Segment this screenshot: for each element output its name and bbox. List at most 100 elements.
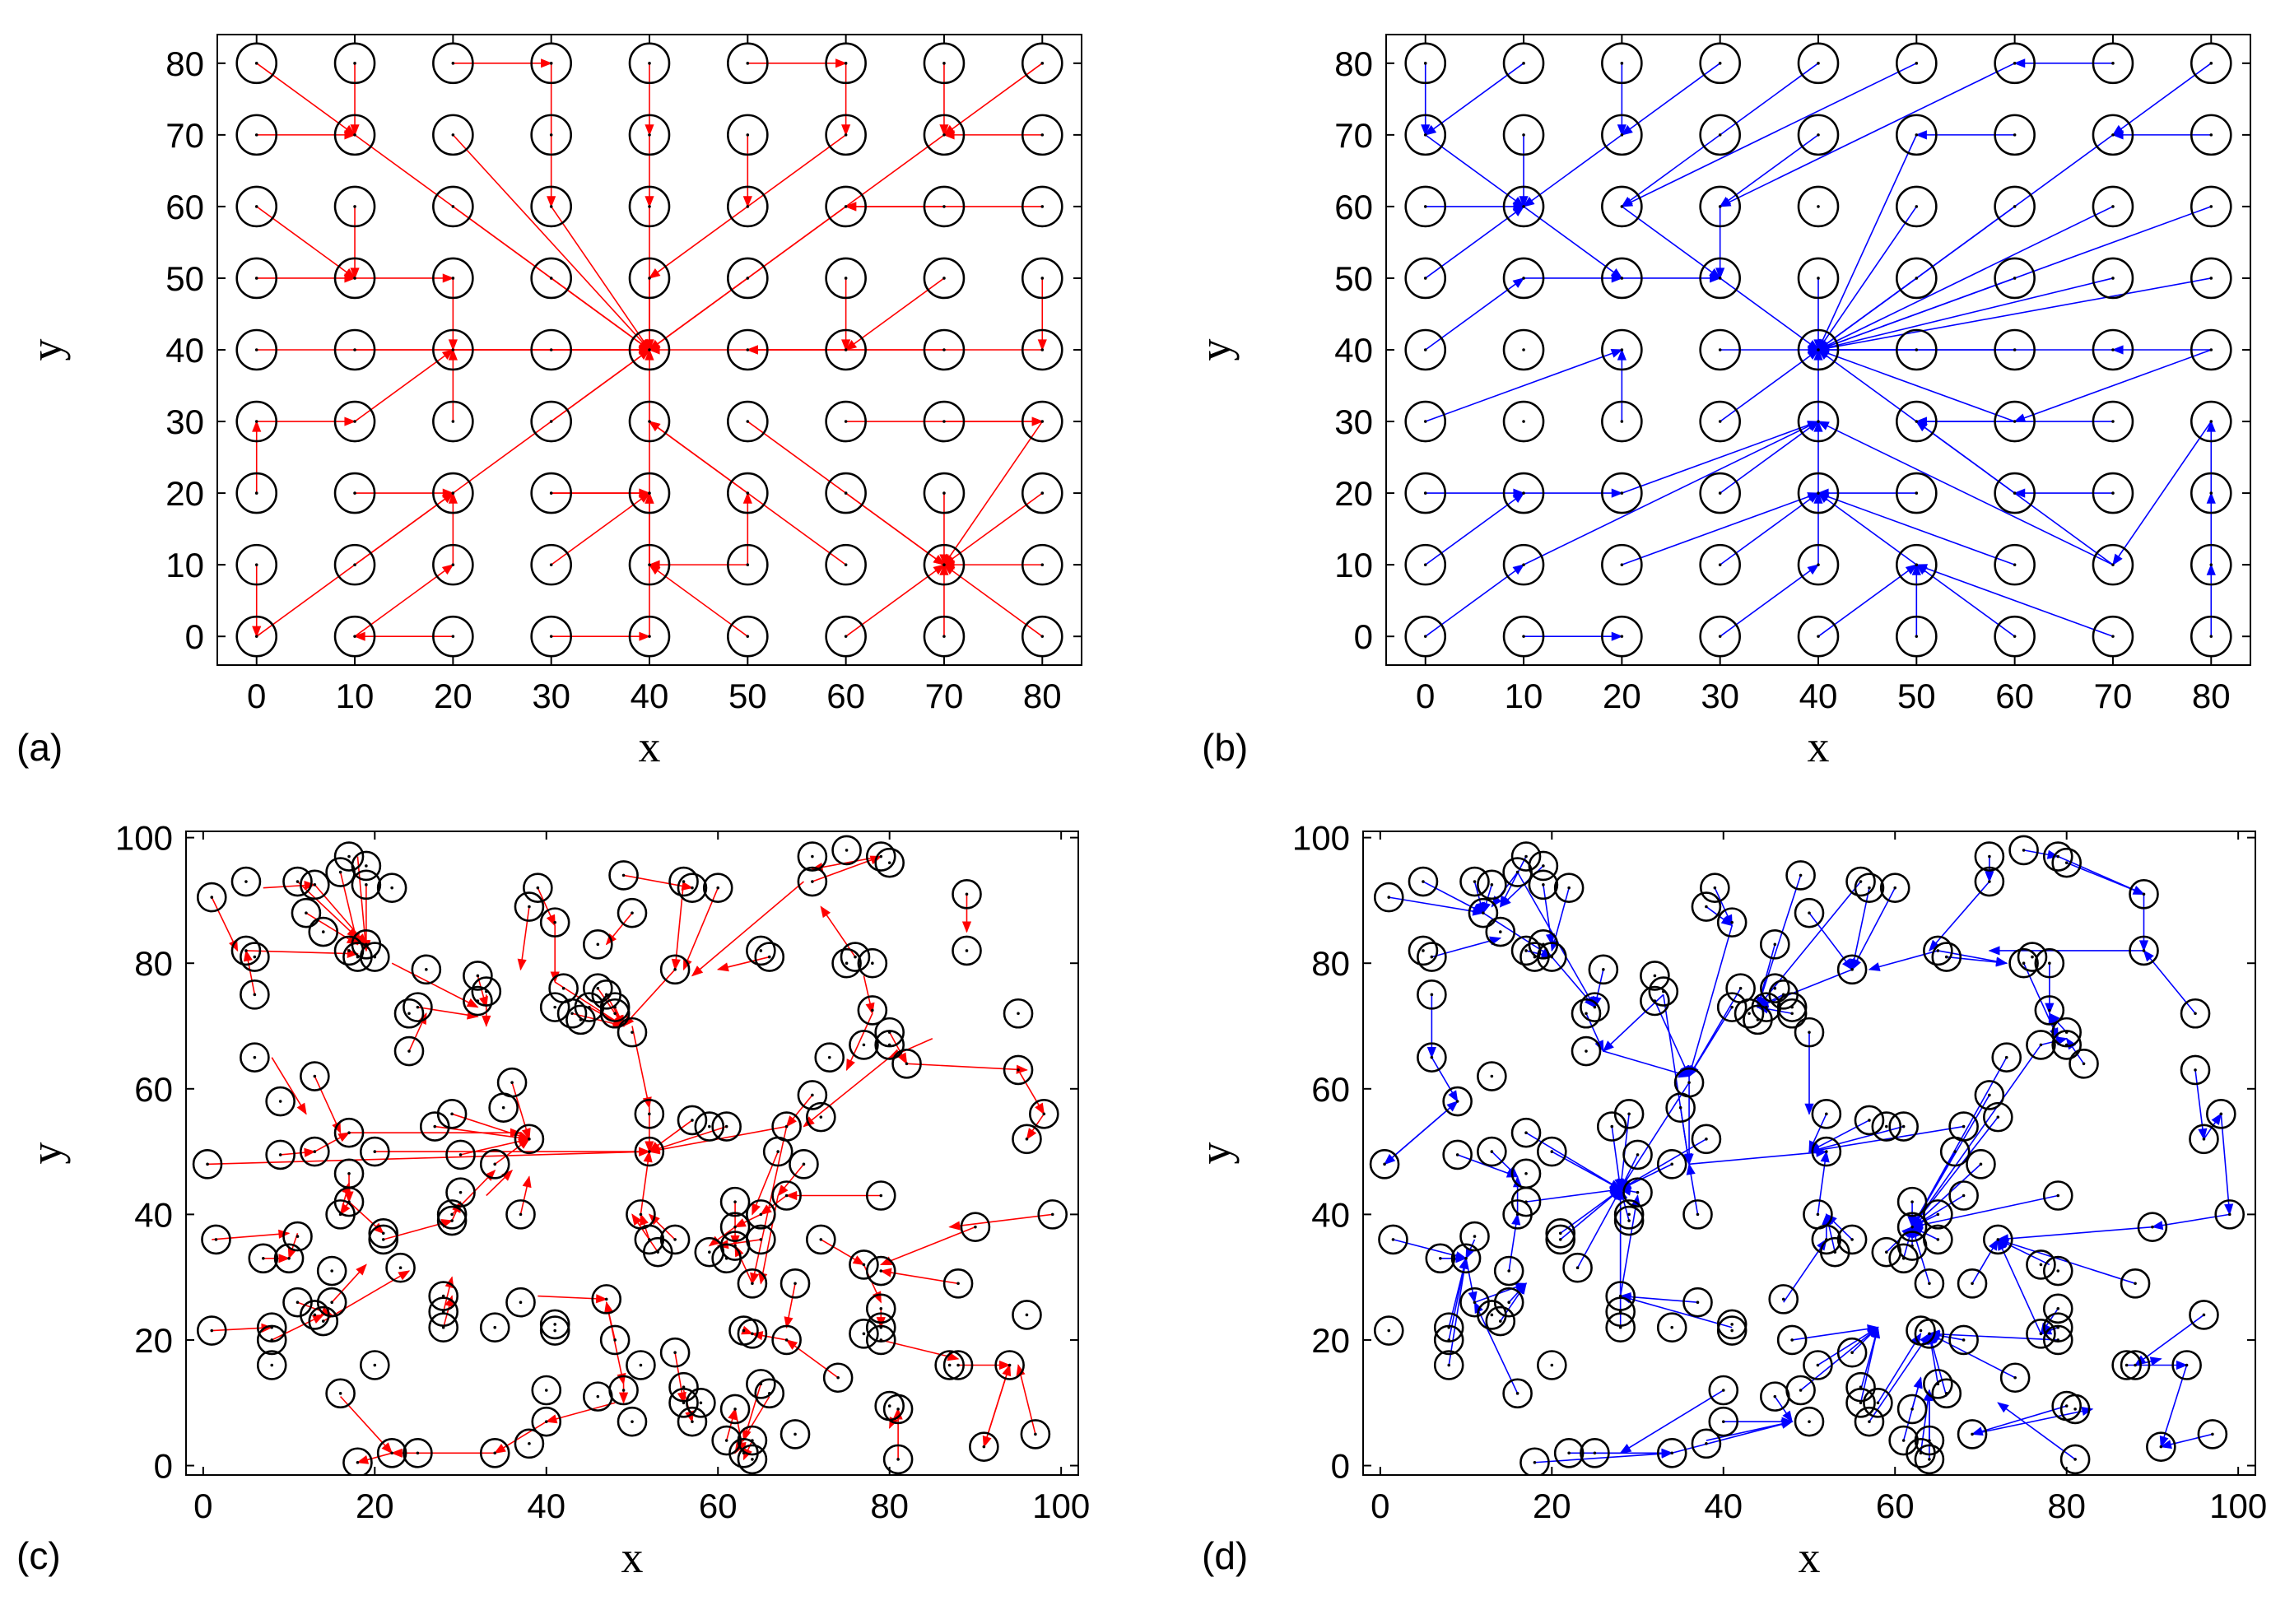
flow-arrow <box>1523 421 1820 565</box>
node-center <box>1040 133 1045 137</box>
node-center <box>1490 1313 1494 1317</box>
y-tick-label: 40 <box>134 1195 173 1234</box>
node-center <box>1423 491 1427 495</box>
node-circle <box>2180 1054 2211 1086</box>
node-center <box>691 1119 694 1122</box>
node-center <box>519 1301 523 1304</box>
x-axis-label: x <box>639 722 661 771</box>
node-circle <box>874 1017 905 1048</box>
node-circle <box>192 1149 223 1180</box>
node-circle <box>1003 998 1034 1029</box>
node-circle <box>1528 869 1559 900</box>
node-center <box>844 205 848 208</box>
node-circle <box>825 185 867 228</box>
flow-arrow <box>1757 969 1853 1008</box>
node-center <box>1430 955 1434 959</box>
node-circle <box>1485 916 1516 947</box>
node-center <box>1979 1162 1983 1166</box>
node-circle <box>230 866 262 897</box>
node-center <box>2073 1458 2077 1461</box>
node-circle <box>432 543 474 586</box>
flow-arrow <box>1425 349 1623 422</box>
node-center <box>373 955 377 959</box>
node-circle <box>530 400 572 443</box>
panel-label: (b) <box>1202 726 1248 769</box>
node-center <box>451 348 455 351</box>
node-center <box>493 1325 497 1329</box>
node-circle <box>1673 1067 1705 1098</box>
node-center <box>648 277 651 280</box>
node-circle <box>923 400 966 443</box>
node-center <box>1620 348 1624 351</box>
node-circle <box>1896 615 1938 658</box>
node-center <box>648 491 651 495</box>
node-center <box>1718 277 1722 280</box>
node-circle <box>1923 1369 1953 1399</box>
flow-arrow <box>263 881 316 891</box>
node-center <box>390 886 393 890</box>
node-center <box>802 1162 806 1166</box>
node-circle <box>686 1387 716 1418</box>
node-center <box>844 491 848 495</box>
x-tick-label: 0 <box>1371 1487 1389 1525</box>
node-circle <box>432 185 474 228</box>
node-circle <box>1021 400 1063 443</box>
node-center <box>1817 348 1820 351</box>
flow-arrow <box>708 1226 736 1247</box>
flow-arrow <box>777 1163 805 1197</box>
node-center <box>776 1150 780 1153</box>
node-center <box>353 277 356 280</box>
node-circle <box>1656 1312 1687 1343</box>
node-circle <box>436 1199 468 1230</box>
node-center <box>381 1238 385 1241</box>
node-center <box>1430 1055 1434 1059</box>
node-circle <box>2092 400 2134 443</box>
node-circle <box>2092 328 2134 371</box>
node-circle <box>1571 1035 1602 1067</box>
node-center <box>648 205 651 208</box>
flow-arrow <box>494 1138 531 1165</box>
flow-arrow <box>1654 1000 1690 1077</box>
node-center <box>353 563 356 566</box>
node-center <box>1730 1329 1734 1333</box>
node-circle <box>240 980 270 1010</box>
node-center <box>1423 62 1427 65</box>
node-circle <box>333 328 376 371</box>
node-circle <box>1994 42 2036 85</box>
node-circle <box>2008 835 2039 866</box>
node-center <box>942 133 946 137</box>
node-center <box>373 1150 377 1153</box>
node-circle <box>308 916 339 947</box>
node-circle <box>934 1350 965 1380</box>
node-circle <box>1914 1444 1945 1475</box>
node-circle <box>874 847 905 878</box>
node-center <box>1620 205 1624 208</box>
node-circle <box>1622 1177 1653 1208</box>
node-center <box>1636 1153 1640 1156</box>
node-circle <box>1854 1406 1885 1437</box>
node-circle <box>1580 992 1610 1022</box>
node-center <box>353 133 356 137</box>
node-center <box>2151 1225 2154 1229</box>
node-center <box>549 348 553 351</box>
node-circle <box>727 543 769 586</box>
node-center <box>313 1074 317 1078</box>
node-center <box>1387 1329 1391 1333</box>
y-tick-label: 20 <box>165 474 204 513</box>
node-circle <box>719 1212 751 1242</box>
node-circle <box>1450 1243 1482 1274</box>
node-circle <box>746 935 776 966</box>
node-circle <box>1699 543 1741 586</box>
flow-arrow <box>256 63 356 136</box>
flow-arrow <box>845 492 946 565</box>
node-circle <box>857 995 888 1026</box>
node-circle <box>1896 257 1938 300</box>
node-center <box>1718 348 1722 351</box>
node-circle <box>1896 1212 1928 1242</box>
node-circle <box>1896 185 1938 228</box>
flow-arrow <box>1938 950 2008 966</box>
y-tick-label: 50 <box>1334 259 1373 298</box>
flow-arrow <box>297 1301 333 1316</box>
node-circle <box>1700 872 1730 903</box>
node-center <box>338 1392 342 1395</box>
